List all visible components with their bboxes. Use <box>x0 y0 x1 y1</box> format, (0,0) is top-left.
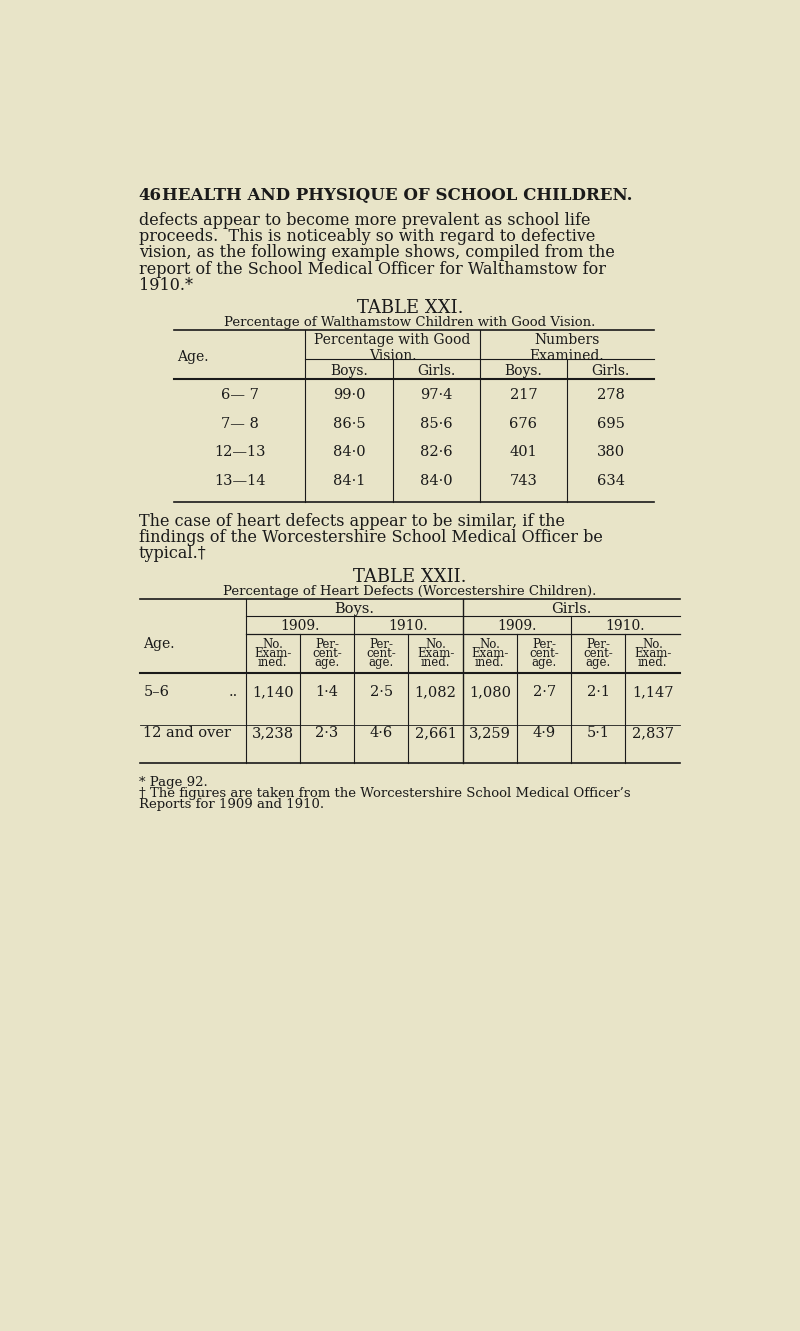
Text: cent-: cent- <box>312 647 342 660</box>
Text: 12—13: 12—13 <box>214 446 266 459</box>
Text: cent-: cent- <box>583 647 614 660</box>
Text: 84·1: 84·1 <box>333 474 365 488</box>
Text: 1909.: 1909. <box>498 619 537 634</box>
Text: 401: 401 <box>510 446 538 459</box>
Text: report of the School Medical Officer for Walthamstow for: report of the School Medical Officer for… <box>138 261 606 278</box>
Text: * Page 92.: * Page 92. <box>138 776 207 789</box>
Text: 97·4: 97·4 <box>420 389 452 402</box>
Text: Boys.: Boys. <box>334 603 374 616</box>
Text: cent-: cent- <box>530 647 559 660</box>
Text: 7— 8: 7— 8 <box>221 417 258 431</box>
Text: 1910.: 1910. <box>389 619 428 634</box>
Text: 1909.: 1909. <box>280 619 320 634</box>
Text: Per-: Per- <box>586 638 610 651</box>
Text: typical.†: typical.† <box>138 546 206 563</box>
Text: 1910.*: 1910.* <box>138 277 193 294</box>
Text: 1,082: 1,082 <box>414 685 457 699</box>
Text: Percentage with Good
Vision.: Percentage with Good Vision. <box>314 333 470 363</box>
Text: Exam-: Exam- <box>634 647 671 660</box>
Text: ..: .. <box>229 685 238 699</box>
Text: TABLE XXII.: TABLE XXII. <box>354 568 466 586</box>
Text: 2·7: 2·7 <box>533 685 556 699</box>
Text: age.: age. <box>531 656 557 669</box>
Text: 84·0: 84·0 <box>420 474 453 488</box>
Text: age.: age. <box>314 656 340 669</box>
Text: cent-: cent- <box>366 647 396 660</box>
Text: Percentage of Walthamstow Children with Good Vision.: Percentage of Walthamstow Children with … <box>224 315 596 329</box>
Text: 99·0: 99·0 <box>333 389 366 402</box>
Text: 2·1: 2·1 <box>587 685 610 699</box>
Text: 12 and over: 12 and over <box>143 727 231 740</box>
Text: 217: 217 <box>510 389 537 402</box>
Text: proceeds.  This is noticeably so with regard to defective: proceeds. This is noticeably so with reg… <box>138 228 595 245</box>
Text: No.: No. <box>642 638 663 651</box>
Text: findings of the Worcestershire School Medical Officer be: findings of the Worcestershire School Me… <box>138 530 602 546</box>
Text: Exam-: Exam- <box>254 647 291 660</box>
Text: 1,140: 1,140 <box>252 685 294 699</box>
Text: Exam-: Exam- <box>471 647 509 660</box>
Text: Exam-: Exam- <box>417 647 454 660</box>
Text: No.: No. <box>479 638 500 651</box>
Text: 82·6: 82·6 <box>420 446 453 459</box>
Text: 5·1: 5·1 <box>587 727 610 740</box>
Text: 2,837: 2,837 <box>631 727 674 740</box>
Text: 4·6: 4·6 <box>370 727 393 740</box>
Text: No.: No. <box>262 638 283 651</box>
Text: 6— 7: 6— 7 <box>221 389 258 402</box>
Text: 1,147: 1,147 <box>632 685 674 699</box>
Text: 85·6: 85·6 <box>420 417 453 431</box>
Text: 3,259: 3,259 <box>469 727 510 740</box>
Text: Girls.: Girls. <box>551 603 591 616</box>
Text: 1,080: 1,080 <box>469 685 511 699</box>
Text: 5–6: 5–6 <box>143 685 170 699</box>
Text: Per-: Per- <box>315 638 339 651</box>
Text: 4·9: 4·9 <box>533 727 556 740</box>
Text: Age.: Age. <box>143 638 175 651</box>
Text: ined.: ined. <box>258 656 287 669</box>
Text: The case of heart defects appear to be similar, if the: The case of heart defects appear to be s… <box>138 514 565 530</box>
Text: age.: age. <box>369 656 394 669</box>
Text: 46: 46 <box>138 188 162 205</box>
Text: 2,661: 2,661 <box>414 727 457 740</box>
Text: No.: No. <box>425 638 446 651</box>
Text: 13—14: 13—14 <box>214 474 266 488</box>
Text: 695: 695 <box>597 417 625 431</box>
Text: 1910.: 1910. <box>606 619 646 634</box>
Text: HEALTH AND PHYSIQUE OF SCHOOL CHILDREN.: HEALTH AND PHYSIQUE OF SCHOOL CHILDREN. <box>162 188 633 205</box>
Text: 676: 676 <box>510 417 538 431</box>
Text: ined.: ined. <box>638 656 667 669</box>
Text: Girls.: Girls. <box>417 363 455 378</box>
Text: Reports for 1909 and 1910.: Reports for 1909 and 1910. <box>138 799 324 811</box>
Text: TABLE XXI.: TABLE XXI. <box>357 299 463 317</box>
Text: 380: 380 <box>597 446 625 459</box>
Text: Per-: Per- <box>370 638 394 651</box>
Text: 2·3: 2·3 <box>315 727 338 740</box>
Text: age.: age. <box>586 656 611 669</box>
Text: Boys.: Boys. <box>505 363 542 378</box>
Text: Age.: Age. <box>178 350 209 363</box>
Text: † The figures are taken from the Worcestershire School Medical Officer’s: † The figures are taken from the Worcest… <box>138 787 630 800</box>
Text: 278: 278 <box>597 389 625 402</box>
Text: 743: 743 <box>510 474 538 488</box>
Text: ined.: ined. <box>421 656 450 669</box>
Text: Girls.: Girls. <box>591 363 630 378</box>
Text: vision, as the following example shows, compiled from the: vision, as the following example shows, … <box>138 245 614 261</box>
Text: Boys.: Boys. <box>330 363 368 378</box>
Text: 1·4: 1·4 <box>315 685 338 699</box>
Text: 84·0: 84·0 <box>333 446 366 459</box>
Text: defects appear to become more prevalent as school life: defects appear to become more prevalent … <box>138 212 590 229</box>
Text: 2·5: 2·5 <box>370 685 393 699</box>
Text: Percentage of Heart Defects (Worcestershire Children).: Percentage of Heart Defects (Worcestersh… <box>223 584 597 598</box>
Text: 3,238: 3,238 <box>252 727 294 740</box>
Text: ined.: ined. <box>475 656 505 669</box>
Text: Numbers
Examined.: Numbers Examined. <box>530 333 604 363</box>
Text: 634: 634 <box>597 474 625 488</box>
Text: 86·5: 86·5 <box>333 417 366 431</box>
Text: Per-: Per- <box>532 638 556 651</box>
